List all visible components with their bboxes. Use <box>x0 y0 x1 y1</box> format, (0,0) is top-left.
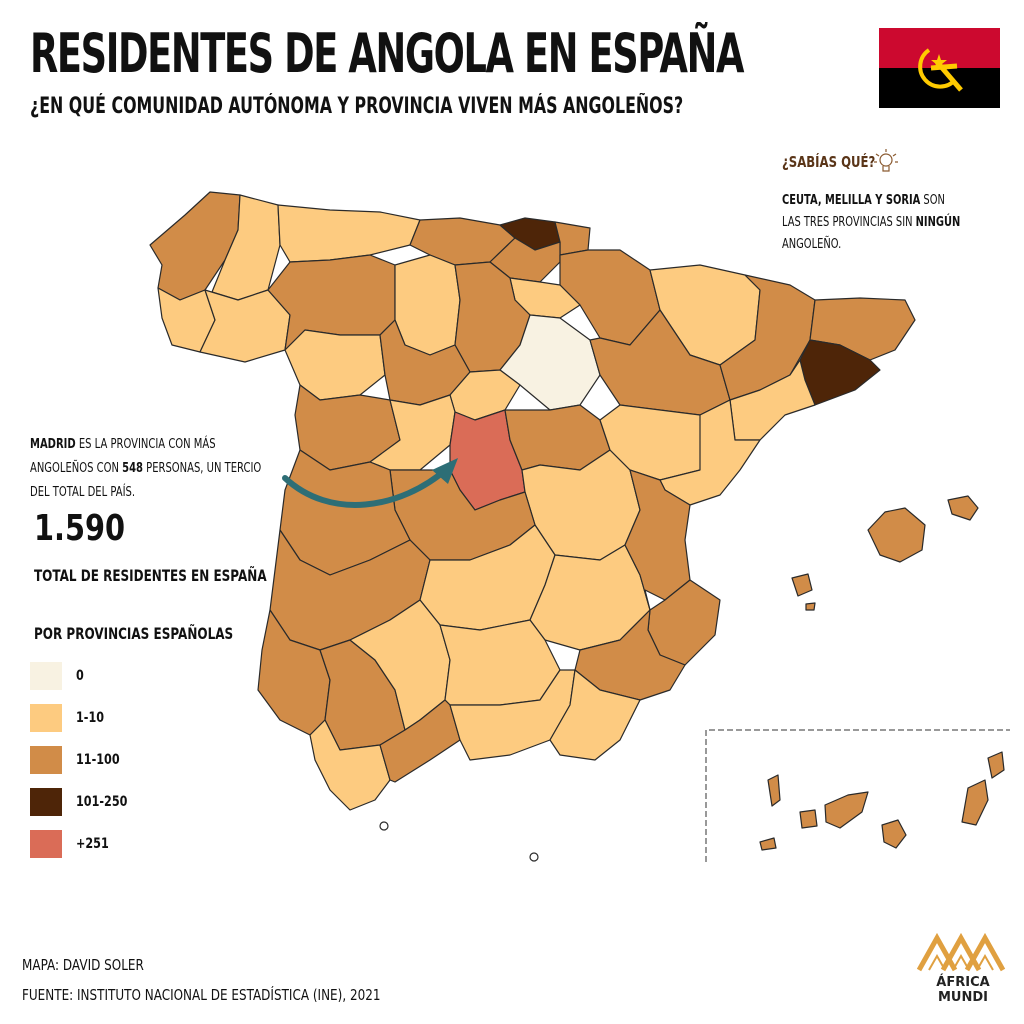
legend-label: 101-250 <box>76 794 128 810</box>
legend-swatch <box>30 746 62 774</box>
legend-label: 0 <box>76 668 84 684</box>
legend-label: 1-10 <box>76 710 105 726</box>
island-menorca <box>947 495 979 521</box>
lightbulb-icon <box>874 149 898 172</box>
logo-line-2: MUNDI <box>937 990 988 1005</box>
total-residents-label: TOTAL DE RESIDENTES EN ESPAÑA <box>34 566 267 585</box>
province-ourense <box>199 289 291 363</box>
madrid-note-text-1: ES LA PROVINCIA CON MÁS ANGOLEÑOS CON <box>30 436 216 476</box>
logo-wordmark: ÁFRICA MUNDI <box>928 975 998 1005</box>
angola-flag-icon <box>879 28 1000 108</box>
dyk-bold-none: NINGÚN <box>915 215 961 230</box>
province-cadiz <box>309 719 391 811</box>
province-asturias <box>277 204 421 263</box>
credit-author: MAPA: DAVID SOLER <box>22 956 144 974</box>
island-la-gomera <box>799 809 818 829</box>
madrid-note-bold-madrid: MADRID <box>30 436 76 452</box>
did-you-know-box: ¿SABÍAS QUÉ? CEUTA, MELILLA Y SORIA SON … <box>782 149 1012 252</box>
island-gran-canaria <box>881 819 907 849</box>
did-you-know-title: ¿SABÍAS QUÉ? <box>782 153 876 171</box>
madrid-note-bold-count: 548 <box>122 460 143 476</box>
dyk-text-part-1: SON LAS TRES PROVINCIAS SIN <box>782 193 945 230</box>
flag-star <box>931 54 947 70</box>
madrid-note-text-2: PERSONAS, UN TERCIO DEL TOTAL DEL PAÍS. <box>30 460 262 500</box>
madrid-arrow-head <box>432 458 458 484</box>
island-lanzarote <box>987 751 1005 779</box>
island-el-hierro <box>759 837 777 851</box>
legend-swatch <box>30 788 62 816</box>
logo-line-1: ÁFRICA <box>936 975 990 990</box>
madrid-arrow <box>282 465 451 508</box>
province-almeria <box>549 669 641 761</box>
total-residents-value: 1.590 <box>34 508 126 549</box>
legend-title: POR PROVINCIAS ESPAÑOLAS <box>34 624 234 643</box>
island-mallorca <box>867 507 926 563</box>
melilla-marker <box>529 852 539 862</box>
island-ibiza <box>791 573 813 597</box>
dyk-text-part-2: ANGOLEÑO. <box>782 237 842 252</box>
legend-swatch <box>30 830 62 858</box>
island-fuerteventura <box>961 779 989 826</box>
province-avila <box>369 394 456 471</box>
page-subtitle: ¿EN QUÉ COMUNIDAD AUTÓNOMA Y PROVINCIA V… <box>30 94 684 119</box>
madrid-annotation: MADRID ES LA PROVINCIA CON MÁS ANGOLEÑOS… <box>30 432 282 504</box>
legend-label: 11-100 <box>76 752 120 768</box>
province-palencia <box>394 254 461 356</box>
africa-mundi-mountains-logo <box>917 932 1006 972</box>
page-title: RESIDENTES DE ANGOLA EN ESPAÑA <box>30 22 744 85</box>
did-you-know-text: CEUTA, MELILLA Y SORIA SON LAS TRES PROV… <box>782 190 964 256</box>
legend-label: +251 <box>76 836 109 852</box>
credit-source: FUENTE: INSTITUTO NACIONAL DE ESTADÍSTIC… <box>22 986 381 1004</box>
island-tenerife <box>824 791 869 829</box>
island-formentera <box>805 602 816 611</box>
canary-inset-frame <box>705 729 1010 862</box>
legend-swatch <box>30 662 62 690</box>
legend-swatch <box>30 704 62 732</box>
province-castellon <box>659 399 761 506</box>
island-la-palma <box>767 774 781 807</box>
ceuta-marker <box>379 821 389 831</box>
dyk-bold-provinces: CEUTA, MELILLA Y SORIA <box>782 193 921 208</box>
